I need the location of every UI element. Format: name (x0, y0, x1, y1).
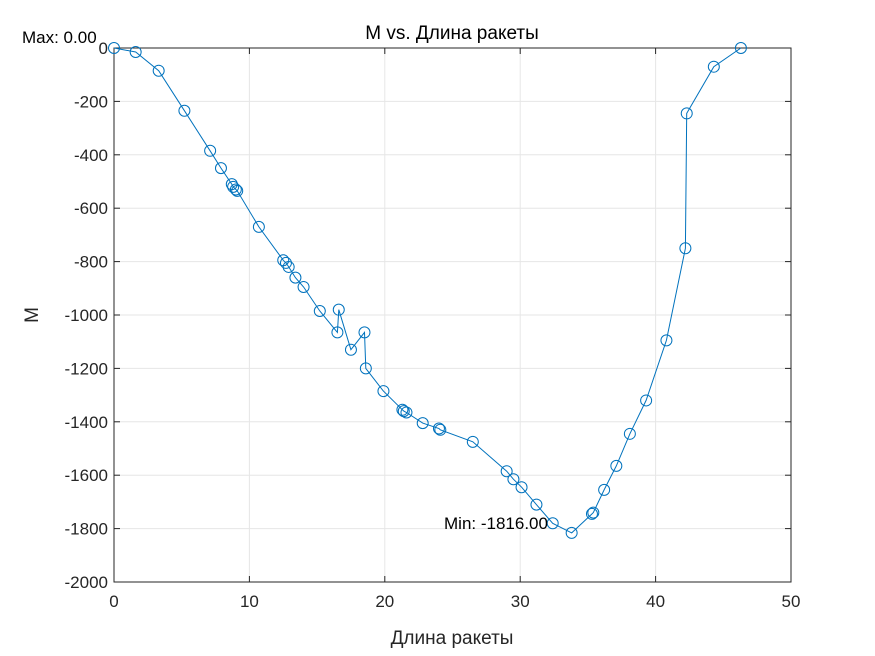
min-annotation: Min: -1816.00 (444, 514, 548, 533)
data-point (679, 242, 692, 255)
data-point (152, 64, 165, 77)
data-point (623, 427, 636, 440)
axes (113, 47, 792, 583)
tick-labels: 0 10 20 30 40 50-2000-1800-1600-1400-1200-100… (65, 39, 801, 611)
data-point (640, 394, 653, 407)
x-tick-label: 10 (240, 592, 259, 611)
x-tick-label: 20 (375, 592, 394, 611)
data-point (297, 280, 310, 293)
y-tick-label: -2000 (65, 573, 108, 592)
y-tick-label: -1000 (65, 306, 108, 325)
data-point (515, 481, 528, 494)
data-point (610, 459, 623, 472)
chart-title: M vs. Длина ракеты (365, 23, 539, 44)
data-point (734, 42, 747, 54)
x-tick-label: 0 (109, 592, 118, 611)
max-annotation: Max: 0.00 (22, 28, 97, 47)
y-tick-label: -200 (74, 92, 108, 111)
data-point (332, 303, 345, 316)
data-point (500, 465, 513, 478)
data-point (279, 256, 292, 269)
data-point (507, 473, 520, 486)
data-point (282, 260, 295, 273)
data-point (252, 220, 265, 233)
y-axis-title: M (22, 307, 43, 323)
x-tick-label: 50 (782, 592, 801, 611)
data-point (587, 506, 600, 519)
data-point (289, 271, 302, 284)
y-tick-label: -1800 (65, 520, 108, 539)
data-point (397, 405, 410, 418)
data-point (432, 422, 445, 435)
y-tick-label: -1200 (65, 359, 108, 378)
data-point (377, 385, 390, 398)
data-point (565, 526, 578, 539)
data-point (546, 517, 559, 530)
y-tick-label: -800 (74, 253, 108, 272)
data-point (434, 423, 447, 436)
x-tick-label: 40 (646, 592, 665, 611)
y-tick-label: 0 (99, 39, 108, 58)
data-point (344, 343, 357, 356)
data-point (358, 326, 371, 339)
data-point (108, 42, 120, 54)
data-point (396, 403, 409, 416)
data-point (229, 183, 242, 196)
data-point (204, 144, 217, 157)
data-point (227, 180, 240, 193)
y-tick-label: -1400 (65, 413, 108, 432)
data-point (331, 326, 344, 339)
data-series (108, 42, 747, 539)
data-point (466, 435, 479, 448)
x-axis-title: Длина ракеты (391, 628, 514, 649)
data-point (231, 184, 244, 197)
data-point (313, 304, 326, 317)
y-tick-label: -1600 (65, 466, 108, 485)
data-point (359, 362, 372, 375)
data-point (416, 417, 429, 430)
data-point (598, 483, 611, 496)
data-point (214, 162, 227, 175)
y-tick-label: -400 (74, 146, 108, 165)
data-point (680, 107, 693, 120)
data-point (660, 334, 673, 347)
data-point (400, 406, 413, 419)
data-point (530, 498, 543, 511)
y-tick-label: -600 (74, 199, 108, 218)
x-tick-label: 30 (511, 592, 530, 611)
data-point (707, 60, 720, 73)
data-point (129, 46, 142, 59)
data-point (585, 507, 598, 520)
data-point (178, 104, 191, 117)
